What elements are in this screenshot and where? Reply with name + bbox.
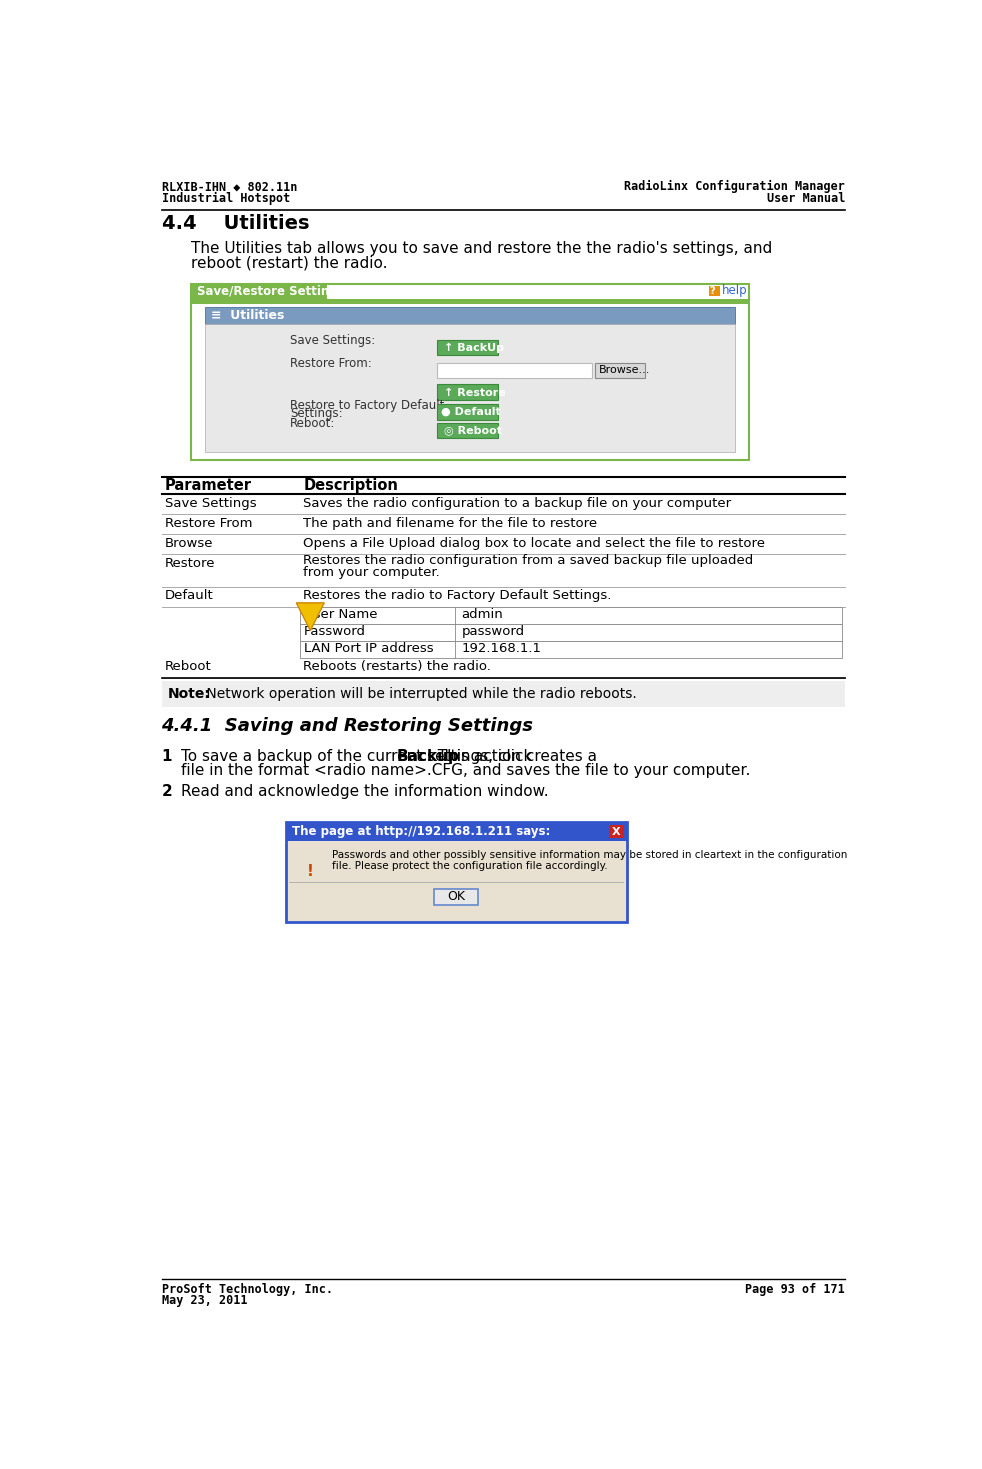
Bar [595,363,645,378]
Text: Parameter: Parameter [165,477,251,492]
Text: Reboot:: Reboot: [290,417,336,430]
Text: Restore to Factory Default: Restore to Factory Default [290,398,445,411]
Text: Restore: Restore [165,557,215,570]
Text: 4.4.1  Saving and Restoring Settings: 4.4.1 Saving and Restoring Settings [161,717,533,736]
Text: ◎ Reboot: ◎ Reboot [444,426,502,435]
Bar [437,404,498,420]
Bar [286,823,627,923]
Text: 1: 1 [161,749,172,764]
Bar [161,680,846,707]
Text: LAN Port IP address: LAN Port IP address [304,642,434,655]
Text: May 23, 2011: May 23, 2011 [161,1294,247,1307]
Text: file in the format <radio name>.CFG, and saves the file to your computer.: file in the format <radio name>.CFG, and… [181,762,750,777]
Text: Reboots (restarts) the radio.: Reboots (restarts) the radio. [303,660,491,673]
Text: ProSoft Technology, Inc.: ProSoft Technology, Inc. [161,1282,333,1296]
Bar [437,363,592,378]
Text: Restores the radio configuration from a saved backup file uploaded: Restores the radio configuration from a … [303,554,753,567]
Text: Page 93 of 171: Page 93 of 171 [745,1282,846,1296]
Bar [709,285,720,297]
Polygon shape [297,602,324,630]
Text: Backup: Backup [397,749,460,764]
Text: Passwords and other possibly sensitive information may be stored in cleartext in: Passwords and other possibly sensitive i… [332,849,847,859]
Bar [300,640,842,658]
Bar [191,284,327,301]
Text: Default: Default [165,589,213,602]
Text: User Manual: User Manual [767,191,846,204]
Text: Save Settings: Save Settings [165,497,256,510]
Text: 2: 2 [161,784,172,799]
Text: Settings:: Settings: [290,407,343,420]
Bar [300,624,842,640]
Bar [191,284,749,460]
Text: The path and filename for the file to restore: The path and filename for the file to re… [303,517,597,530]
Text: 4.4    Utilities: 4.4 Utilities [161,213,309,232]
Text: 192.168.1.1: 192.168.1.1 [462,642,541,655]
Bar [609,824,625,839]
Text: ↑ BackUp: ↑ BackUp [444,342,504,353]
Text: Restore From:: Restore From: [290,357,372,370]
Bar [286,823,627,840]
Text: ↑ Restore: ↑ Restore [444,388,506,398]
Text: OK: OK [447,890,465,903]
Bar [437,385,498,400]
Text: Restore From: Restore From [165,517,252,530]
Text: The page at http://192.168.1.211 says:: The page at http://192.168.1.211 says: [292,824,550,837]
Text: !: ! [307,864,314,880]
Text: Note:: Note: [168,686,210,701]
Text: from your computer.: from your computer. [303,566,440,579]
Bar [205,325,735,452]
Text: Browse...: Browse... [599,366,650,376]
Bar [437,339,498,355]
Text: ≡  Utilities: ≡ Utilities [211,308,285,322]
Text: Reboot: Reboot [165,660,211,673]
Text: admin: admin [462,608,503,621]
Text: Save/Restore Settings: Save/Restore Settings [197,285,345,298]
Bar [191,300,749,304]
Text: Browse: Browse [165,536,213,549]
Text: ● Default: ● Default [441,407,501,417]
Text: Password: Password [304,626,366,638]
Text: reboot (restart) the radio.: reboot (restart) the radio. [191,256,388,270]
Bar [300,607,842,624]
Text: X: X [612,827,621,837]
Text: Restores the radio to Factory Default Settings.: Restores the radio to Factory Default Se… [303,589,612,602]
Bar [205,307,735,325]
Text: Saves the radio configuration to a backup file on your computer: Saves the radio configuration to a backu… [303,497,732,510]
Text: Read and acknowledge the information window.: Read and acknowledge the information win… [181,784,549,799]
Text: To save a backup of the current settings, click: To save a backup of the current settings… [181,749,537,764]
Text: Network operation will be interrupted while the radio reboots.: Network operation will be interrupted wh… [201,686,636,701]
Text: Save Settings:: Save Settings: [290,333,375,347]
Bar [437,423,498,438]
Text: RadioLinx Configuration Manager: RadioLinx Configuration Manager [625,181,846,192]
Text: User Name: User Name [304,608,378,621]
Text: Opens a File Upload dialog box to locate and select the file to restore: Opens a File Upload dialog box to locate… [303,536,765,549]
Text: Description: Description [303,477,398,492]
Text: . This action creates a: . This action creates a [428,749,597,764]
Text: help: help [722,284,747,297]
Text: Industrial Hotspot: Industrial Hotspot [161,191,290,204]
Text: password: password [462,626,524,638]
Text: file. Please protect the configuration file accordingly.: file. Please protect the configuration f… [332,861,608,871]
Bar [433,889,478,905]
Text: The Utilities tab allows you to save and restore the the radio's settings, and: The Utilities tab allows you to save and… [191,241,772,256]
Text: ?: ? [709,286,715,297]
Text: RLXIB-IHN ◆ 802.11n: RLXIB-IHN ◆ 802.11n [161,181,297,192]
